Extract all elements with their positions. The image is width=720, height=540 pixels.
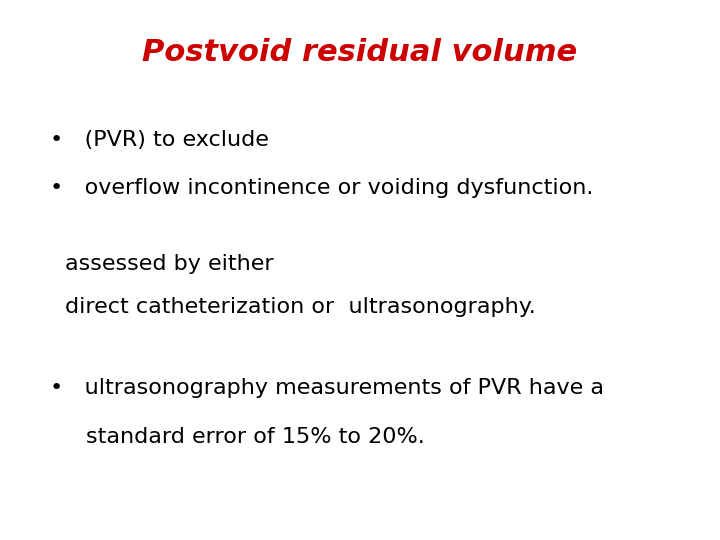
Text: direct catheterization or  ultrasonography.: direct catheterization or ultrasonograph… [65, 297, 536, 317]
Text: standard error of 15% to 20%.: standard error of 15% to 20%. [86, 427, 425, 447]
Text: assessed by either: assessed by either [65, 254, 274, 274]
Text: •   ultrasonography measurements of PVR have a: • ultrasonography measurements of PVR ha… [50, 378, 604, 398]
Text: •   (PVR) to exclude: • (PVR) to exclude [50, 130, 269, 150]
Text: •   overflow incontinence or voiding dysfunction.: • overflow incontinence or voiding dysfu… [50, 178, 594, 198]
Text: Postvoid residual volume: Postvoid residual volume [143, 38, 577, 67]
